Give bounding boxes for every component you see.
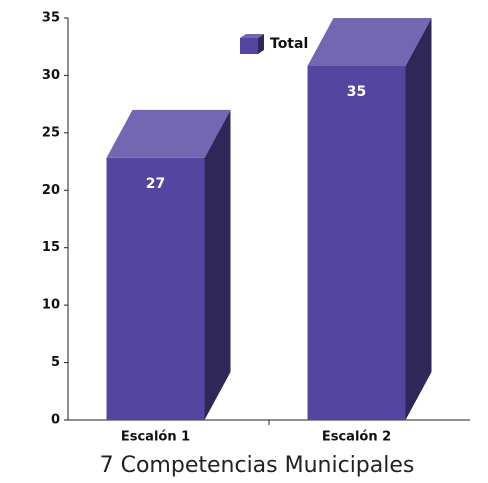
- legend-swatch: [240, 38, 258, 54]
- value-label: 27: [146, 176, 165, 192]
- bar-top: [106, 109, 231, 158]
- chart-title: 7 Competencias Municipales: [100, 453, 415, 478]
- value-label: 35: [347, 84, 366, 100]
- bar-side: [405, 18, 432, 420]
- y-tick-label: 5: [51, 355, 60, 370]
- x-tick-label: Escalón 2: [322, 430, 391, 445]
- legend-label: Total: [270, 36, 308, 52]
- y-tick-label: 30: [42, 68, 60, 83]
- bar-front: [307, 66, 406, 420]
- bar-front: [106, 157, 205, 420]
- y-tick-label: 35: [42, 11, 60, 26]
- x-tick-label: Escalón 1: [121, 430, 190, 445]
- y-tick-label: 0: [51, 413, 60, 428]
- y-tick-label: 25: [42, 125, 60, 140]
- bar-side: [204, 109, 231, 420]
- legend-swatch-side: [258, 34, 264, 54]
- y-tick-label: 20: [42, 183, 60, 198]
- y-tick-label: 15: [42, 240, 60, 255]
- bar: [307, 18, 432, 420]
- legend-swatch-top: [240, 34, 264, 38]
- y-tick-label: 10: [42, 298, 60, 313]
- bar: [106, 109, 231, 420]
- bar-top: [307, 18, 432, 66]
